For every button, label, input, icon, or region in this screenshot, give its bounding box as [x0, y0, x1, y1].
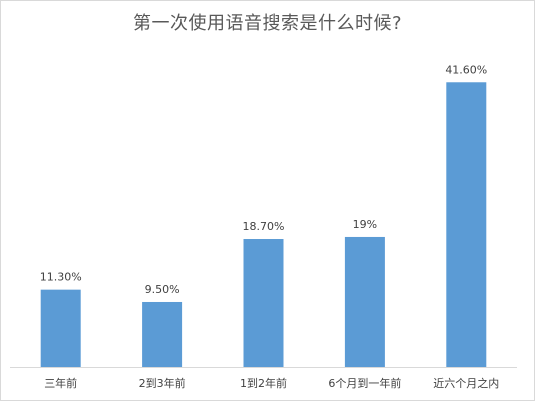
data-label-5: 41.60%	[445, 63, 487, 76]
x-tick-label-1: 三年前	[44, 376, 77, 390]
data-label-4: 19%	[353, 218, 377, 231]
bar-1	[40, 289, 81, 367]
x-tick-label-3: 1到2年前	[240, 376, 287, 390]
data-label-1: 11.30%	[40, 271, 82, 284]
data-label-3: 18.70%	[243, 220, 285, 233]
bar-4	[344, 236, 385, 367]
bar-3	[243, 239, 284, 367]
x-tick-label-4: 6个月到一年前	[328, 376, 401, 390]
bar-5	[446, 82, 487, 367]
x-tick-label-2: 2到3年前	[139, 376, 186, 390]
data-label-2: 9.50%	[145, 283, 180, 296]
bar-2	[142, 301, 183, 367]
x-tick-label-5: 近六个月之内	[433, 376, 499, 390]
chart-title: 第一次使用语音搜索是什么时候?	[132, 13, 403, 34]
